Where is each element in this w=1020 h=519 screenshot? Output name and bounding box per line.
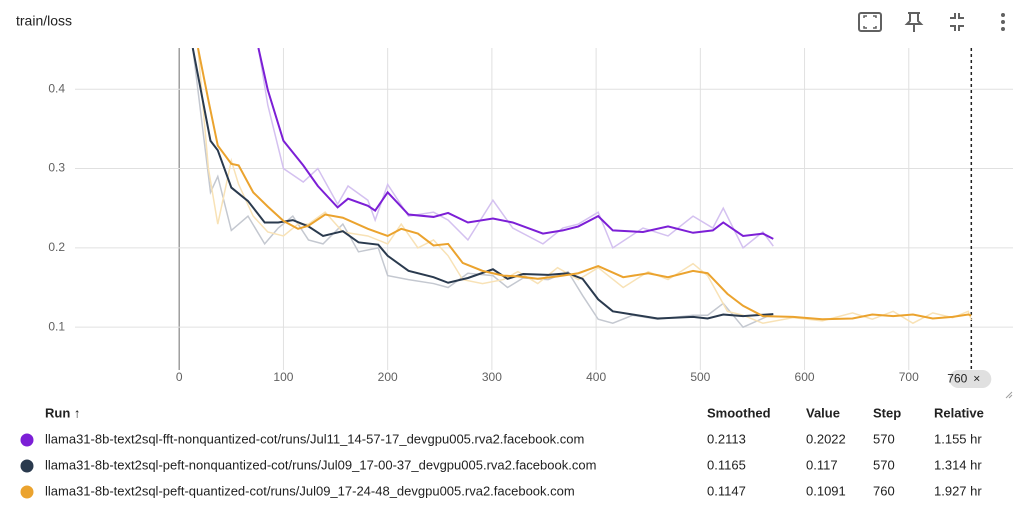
raw-line	[192, 48, 774, 329]
relative-time: 1.155 hr	[934, 431, 982, 446]
resize-handle[interactable]	[1005, 391, 1013, 399]
run-name: llama31-8b-text2sql-fft-nonquantized-cot…	[45, 431, 584, 446]
x-tick-label: 500	[690, 370, 710, 384]
smoothed-value: 0.1147	[707, 483, 746, 498]
smoothed-line	[191, 48, 774, 320]
collapse-button[interactable]	[950, 13, 964, 31]
step-value: 570	[873, 457, 895, 472]
y-tick-label: 0.1	[48, 319, 65, 333]
cursor-chip	[949, 370, 992, 388]
fit-domain-button[interactable]	[858, 12, 882, 32]
step-value: 760	[873, 483, 895, 498]
relative-time: 1.927 hr	[934, 483, 982, 498]
x-tick-label: 400	[586, 370, 606, 384]
more-button[interactable]	[1001, 13, 1005, 31]
cursor-close[interactable]: ×	[973, 372, 980, 386]
table-header: Smoothed	[707, 405, 771, 420]
table-header[interactable]: Run ↑	[45, 405, 80, 420]
raw-value: 0.117	[806, 457, 838, 472]
y-tick-label: 0.4	[48, 81, 65, 95]
x-tick-label: 300	[482, 370, 502, 384]
legend-swatch	[20, 459, 34, 473]
x-tick-label: 0	[176, 370, 183, 384]
plot-lines	[191, 48, 973, 329]
x-tick-label: 700	[899, 370, 919, 384]
grid: 0 100 200 300 400 500 600 700 0.1 0.2 0.3 0.4 760 ×	[48, 48, 1013, 388]
legend-swatch	[20, 433, 34, 447]
smoothed-value: 0.1165	[707, 457, 746, 472]
legend-swatch	[20, 485, 34, 499]
toolbar	[858, 12, 1005, 32]
raw-line	[257, 48, 774, 250]
x-tick-label: 200	[378, 370, 398, 384]
table-header: Value	[806, 405, 840, 420]
raw-value: 0.1091	[806, 483, 846, 498]
y-tick-label: 0.2	[48, 240, 65, 254]
smoothed-line	[197, 48, 972, 321]
run-name: llama31-8b-text2sql-peft-quantized-cot/r…	[45, 483, 575, 498]
run-name: llama31-8b-text2sql-peft-nonquantized-co…	[45, 457, 596, 472]
cursor-step-label: 760	[947, 372, 967, 386]
x-tick-label: 600	[795, 370, 815, 384]
smoothed-value: 0.2113	[707, 431, 746, 446]
table-header: Step	[873, 405, 901, 420]
x-tick-label: 100	[273, 370, 293, 384]
raw-value: 0.2022	[806, 431, 846, 446]
y-tick-label: 0.3	[48, 161, 65, 175]
table-header: Relative	[934, 405, 984, 420]
relative-time: 1.314 hr	[934, 457, 982, 472]
run-table: Run ↑ Smoothed Value Step Relative llama31-8b…	[20, 405, 984, 499]
chart-title: train/loss	[16, 13, 72, 29]
smoothed-line	[257, 48, 774, 240]
pin-button[interactable]	[904, 12, 924, 32]
step-value: 570	[873, 431, 895, 446]
